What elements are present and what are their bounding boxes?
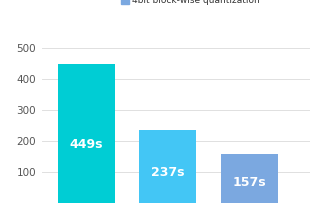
Bar <box>139 130 196 203</box>
Text: 237s: 237s <box>151 166 185 179</box>
Text: 157s: 157s <box>233 176 266 189</box>
Bar <box>58 64 115 203</box>
Legend: no compression, 8bit block-wise quantization, 4bit block-wise quantization: no compression, 8bit block-wise quantiza… <box>121 0 260 5</box>
Text: 449s: 449s <box>70 138 103 151</box>
Bar <box>221 155 278 203</box>
